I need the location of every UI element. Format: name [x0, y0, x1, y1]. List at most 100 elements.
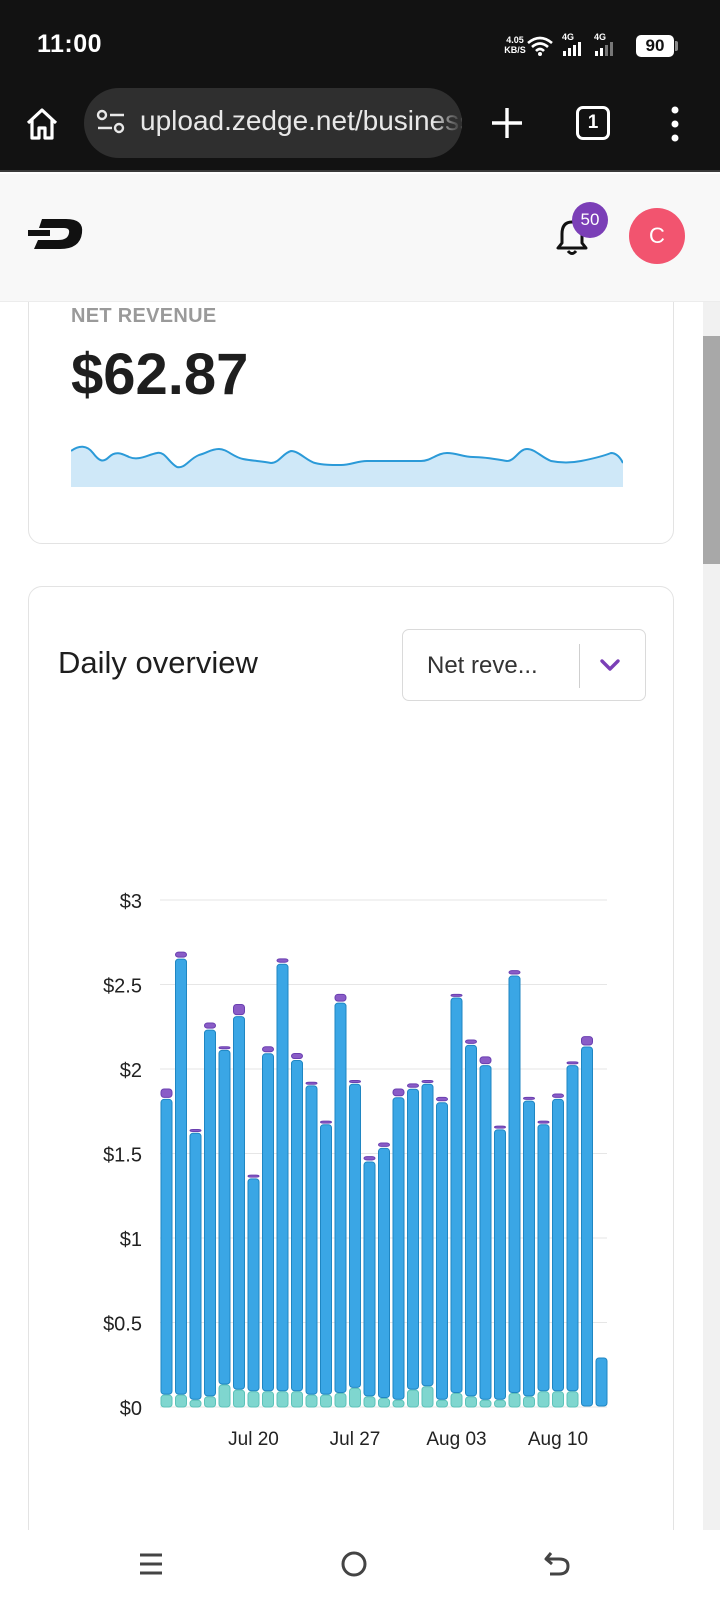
bar-secondary	[305, 1394, 318, 1408]
browser-toolbar: upload.zedge.net/business 1	[0, 88, 720, 172]
scrollbar-track[interactable]	[703, 302, 720, 1530]
bar-main	[595, 1357, 608, 1407]
y-tick-label: $3	[120, 891, 142, 913]
bar-secondary	[537, 1391, 550, 1408]
bar-main	[566, 1065, 579, 1392]
bar-main	[436, 1102, 448, 1400]
battery-icon: 90	[636, 35, 674, 57]
bar-main	[537, 1124, 550, 1392]
bar-secondary	[436, 1399, 448, 1408]
avatar[interactable]: C	[629, 208, 685, 264]
home-icon[interactable]	[22, 104, 62, 144]
bar-main	[421, 1083, 434, 1387]
bar-secondary	[508, 1392, 521, 1408]
net-speed-unit: KB/S	[504, 45, 526, 55]
bar-secondary	[262, 1391, 274, 1408]
bar-top	[378, 1142, 390, 1147]
address-bar[interactable]: upload.zedge.net/business	[84, 88, 462, 158]
scrollbar-thumb[interactable]	[703, 336, 720, 564]
bar-secondary	[465, 1396, 477, 1408]
bar-top	[262, 1046, 274, 1053]
bar-main	[392, 1097, 405, 1400]
bar-top	[204, 1022, 216, 1029]
notification-badge[interactable]: 50	[572, 202, 608, 238]
bar-main	[218, 1049, 231, 1385]
bar-top	[537, 1120, 550, 1124]
bar-top	[508, 970, 521, 975]
bar-secondary	[276, 1391, 289, 1408]
app-header: 50 C	[0, 174, 720, 302]
bar-main	[450, 997, 463, 1393]
chevron-down-icon[interactable]	[599, 657, 621, 673]
bar-top	[494, 1125, 506, 1129]
bar-main	[233, 1016, 245, 1390]
bar-top	[479, 1056, 492, 1065]
net-speed: 4.05 KB/S	[500, 35, 530, 55]
net-revenue-card: NET REVENUE $62.87	[28, 302, 674, 544]
back-icon[interactable]	[542, 1550, 572, 1578]
bar-secondary	[392, 1399, 405, 1408]
bar-main	[291, 1060, 303, 1392]
bar-main	[262, 1053, 274, 1392]
bar-top	[407, 1083, 419, 1088]
network-type-2: 4G	[594, 32, 607, 42]
bar-secondary	[204, 1396, 216, 1408]
bar-top	[218, 1046, 231, 1050]
bar-top	[160, 1088, 173, 1098]
bar-secondary	[552, 1391, 564, 1408]
home-nav-icon[interactable]	[340, 1550, 368, 1578]
bar-main	[175, 958, 187, 1395]
bar-main	[189, 1132, 202, 1400]
net-speed-value: 4.05	[506, 35, 524, 45]
bar-secondary	[160, 1394, 173, 1408]
bar-main	[305, 1085, 318, 1395]
network-type-1: 4G	[562, 32, 575, 42]
bar-secondary	[320, 1394, 332, 1408]
net-revenue-label: NET REVENUE	[71, 305, 217, 327]
url-text[interactable]: upload.zedge.net/business	[140, 105, 462, 136]
bar-main	[204, 1029, 216, 1397]
bar-top	[247, 1174, 260, 1178]
bar-main	[479, 1065, 492, 1400]
x-tick-label: Jul 27	[330, 1429, 381, 1450]
plus-icon[interactable]	[488, 104, 526, 142]
bar-secondary	[407, 1389, 419, 1408]
metric-dropdown-value: Net reve...	[427, 652, 538, 679]
recent-apps-icon[interactable]	[138, 1550, 164, 1578]
bar-top	[421, 1080, 434, 1084]
metric-dropdown[interactable]: Net reve...	[402, 629, 646, 701]
bar-secondary	[523, 1396, 535, 1408]
bar-main	[276, 963, 289, 1392]
bar-secondary	[349, 1387, 361, 1408]
system-nav-bar	[0, 1530, 720, 1600]
daily-overview-chart: $0 $0.5 $1 $1.5 $2 $2.5 $3 Jul 20 Jul 27 Aug 03 Au…	[103, 891, 608, 1450]
dropdown-divider	[579, 644, 580, 688]
signal-icon-1: 4G	[562, 33, 586, 61]
bar-secondary	[363, 1396, 376, 1408]
daily-overview-card: Daily overview Net reve... $0 $0.5 $1 $1.5 $…	[28, 586, 674, 1530]
net-revenue-sparkline	[71, 445, 623, 487]
bar-top	[465, 1039, 477, 1044]
bar-main	[160, 1098, 173, 1395]
wifi-icon	[527, 36, 553, 56]
bar-secondary	[189, 1399, 202, 1408]
bar-main	[247, 1178, 260, 1392]
y-tick-label: $2.5	[103, 976, 142, 998]
site-settings-icon[interactable]	[96, 109, 126, 135]
tab-switcher-button[interactable]: 1	[576, 106, 610, 140]
zedge-logo-icon[interactable]	[28, 216, 88, 252]
bar-top	[305, 1081, 318, 1085]
main-content: NET REVENUE $62.87 Daily overview Net re…	[0, 302, 720, 1530]
bar-top	[581, 1036, 593, 1046]
bar-secondary	[175, 1394, 187, 1408]
bar-top	[320, 1120, 332, 1124]
bar-secondary	[291, 1391, 303, 1408]
bar-secondary	[450, 1392, 463, 1408]
bar-secondary	[378, 1398, 390, 1408]
daily-overview-title: Daily overview	[58, 645, 258, 680]
net-revenue-value: $62.87	[71, 342, 249, 407]
more-vertical-icon[interactable]	[665, 104, 685, 144]
bar-main	[552, 1098, 564, 1392]
y-tick-label: $0.5	[103, 1314, 142, 1336]
bar-main	[378, 1147, 390, 1399]
